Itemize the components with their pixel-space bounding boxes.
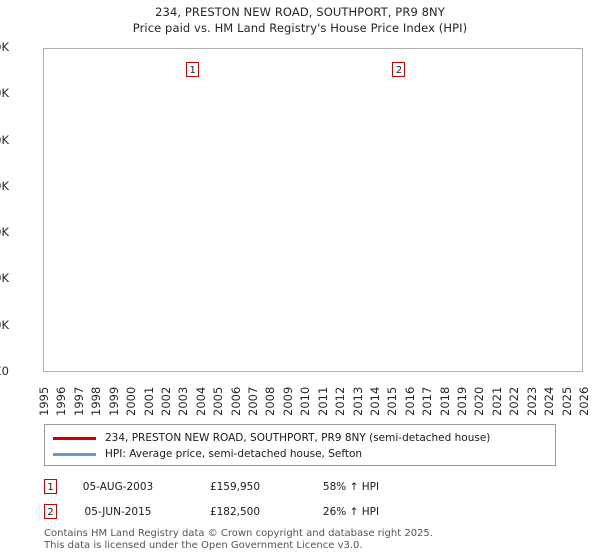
- x-axis-tick-label: 1999: [106, 386, 121, 416]
- x-axis-tick-label: 2000: [124, 386, 139, 416]
- x-axis-tick-label: 1998: [89, 386, 104, 416]
- x-axis-tick-label: 2020: [472, 386, 487, 416]
- x-axis-tick-label: 2006: [228, 386, 243, 416]
- transaction-price-1: £159,950: [209, 480, 261, 493]
- plot-border: [43, 48, 583, 372]
- legend-item-property: 234, PRESTON NEW ROAD, SOUTHPORT, PR9 8N…: [53, 430, 547, 446]
- x-axis-tick-label: 2017: [420, 386, 435, 416]
- x-axis-tick-label: 2023: [524, 386, 539, 416]
- x-axis-tick-label: 2022: [507, 386, 522, 416]
- legend-swatch-property: [53, 436, 96, 440]
- transactions-table: 1 05-AUG-2003 £159,950 58% ↑ HPI 2 05-JU…: [44, 474, 464, 524]
- x-axis-tick-label: 2019: [455, 386, 470, 416]
- x-axis-tick-label: 1995: [37, 386, 51, 416]
- legend-label-hpi: HPI: Average price, semi-detached house,…: [105, 448, 363, 460]
- legend-label-property: 234, PRESTON NEW ROAD, SOUTHPORT, PR9 8N…: [105, 432, 491, 444]
- x-axis-tick-label: 2015: [385, 386, 400, 416]
- transaction-index-2: 2: [44, 504, 57, 519]
- x-axis-tick-label: 2001: [141, 386, 156, 416]
- x-axis-tick-label: 2007: [246, 386, 261, 416]
- x-axis-tick-label: 1997: [71, 386, 86, 416]
- legend-swatch-hpi: [53, 452, 96, 456]
- event-marker-box-2: 2: [392, 62, 406, 77]
- table-row: 2 05-JUN-2015 £182,500 26% ↑ HPI: [44, 499, 464, 524]
- x-axis-tick-label: 2003: [176, 386, 191, 416]
- footer-copyright: Contains HM Land Registry data © Crown c…: [44, 528, 433, 539]
- transaction-index-1: 1: [44, 479, 57, 494]
- x-axis-tick-label: 2018: [437, 386, 452, 416]
- x-axis-tick-label: 2016: [402, 386, 417, 416]
- legend-item-hpi: HPI: Average price, semi-detached house,…: [53, 446, 547, 462]
- footer-attribution: Contains HM Land Registry data © Crown c…: [44, 528, 584, 552]
- x-axis-tick-label: 2021: [489, 386, 504, 416]
- x-axis-tick-label: 1996: [54, 386, 69, 416]
- footer-licence: This data is licensed under the Open Gov…: [44, 540, 363, 551]
- chart-plot-area: [43, 48, 583, 372]
- transaction-hpi-delta-2: 26% ↑ HPI: [322, 505, 380, 518]
- x-axis-tick-label: 2004: [193, 386, 208, 416]
- x-axis-tick-label: 2010: [298, 386, 313, 416]
- title-address: 234, PRESTON NEW ROAD, SOUTHPORT, PR9 8N…: [155, 5, 445, 19]
- table-row: 1 05-AUG-2003 £159,950 58% ↑ HPI: [44, 474, 464, 499]
- x-axis-tick-label: 2008: [263, 386, 278, 416]
- event-marker-box-1: 1: [186, 62, 200, 77]
- transaction-date-2: 05-JUN-2015: [84, 505, 152, 518]
- x-axis-tick-label: 2011: [315, 386, 330, 416]
- x-axis-tick-label: 2014: [367, 386, 382, 416]
- transaction-hpi-delta-1: 58% ↑ HPI: [322, 480, 380, 493]
- x-axis-tick-label: 2024: [542, 386, 557, 416]
- chart-legend: 234, PRESTON NEW ROAD, SOUTHPORT, PR9 8N…: [44, 424, 556, 466]
- title-subtitle: Price paid vs. HM Land Registry's House …: [132, 21, 468, 35]
- x-axis-tick-label: 2002: [158, 386, 173, 416]
- transaction-price-2: £182,500: [209, 505, 261, 518]
- x-axis-tick-label: 2025: [559, 386, 574, 416]
- transaction-date-1: 05-AUG-2003: [82, 480, 154, 493]
- x-axis-tick-label: 2009: [280, 386, 295, 416]
- x-axis-tick-label: 2013: [350, 386, 365, 416]
- x-axis-tick-label: 2026: [577, 386, 591, 416]
- x-axis-tick-label: 2012: [333, 386, 348, 416]
- x-axis-tick-label: 2005: [211, 386, 226, 416]
- page-title: 234, PRESTON NEW ROAD, SOUTHPORT, PR9 8N…: [0, 4, 600, 36]
